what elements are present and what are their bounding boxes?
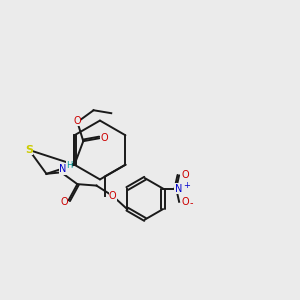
Text: O: O xyxy=(74,116,81,126)
Text: -: - xyxy=(189,198,193,208)
Text: N: N xyxy=(175,184,182,194)
Text: O: O xyxy=(109,191,116,202)
Text: N: N xyxy=(59,164,66,174)
Text: H: H xyxy=(66,161,72,170)
Text: O: O xyxy=(60,197,68,207)
Text: S: S xyxy=(25,145,33,155)
Text: O: O xyxy=(181,197,189,207)
Text: O: O xyxy=(181,170,189,180)
Text: +: + xyxy=(183,181,190,190)
Text: O: O xyxy=(100,133,108,143)
